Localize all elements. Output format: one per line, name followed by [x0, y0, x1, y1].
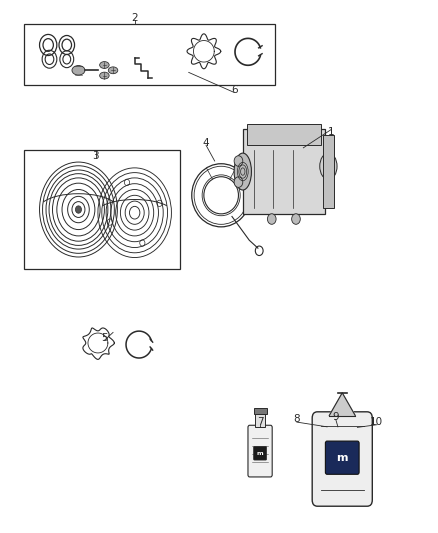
Text: 1: 1: [328, 127, 335, 137]
Ellipse shape: [100, 72, 109, 79]
Bar: [25, 24, 275, 85]
Text: m: m: [257, 451, 263, 456]
Text: 7: 7: [257, 417, 263, 427]
Text: m: m: [336, 453, 348, 463]
Text: 4: 4: [203, 138, 209, 148]
Ellipse shape: [108, 67, 118, 74]
FancyBboxPatch shape: [312, 412, 372, 506]
Ellipse shape: [234, 153, 251, 190]
Text: 5: 5: [101, 333, 108, 343]
Bar: [243, 130, 325, 214]
Ellipse shape: [72, 66, 85, 75]
Text: 8: 8: [293, 415, 300, 424]
FancyBboxPatch shape: [254, 446, 267, 460]
Bar: [254, 408, 267, 414]
FancyBboxPatch shape: [248, 425, 272, 477]
Text: 6: 6: [231, 85, 237, 95]
Ellipse shape: [100, 62, 109, 68]
Circle shape: [292, 214, 300, 224]
Bar: [255, 414, 265, 427]
Ellipse shape: [320, 153, 337, 180]
Circle shape: [75, 206, 81, 213]
Polygon shape: [329, 393, 355, 416]
Bar: [323, 135, 334, 208]
Text: 10: 10: [370, 417, 383, 427]
Bar: [247, 124, 321, 145]
Text: 3: 3: [92, 151, 99, 161]
Text: 2: 2: [131, 13, 138, 22]
Circle shape: [234, 177, 243, 188]
Bar: [25, 150, 180, 269]
Circle shape: [268, 214, 276, 224]
Text: 9: 9: [332, 412, 339, 422]
FancyBboxPatch shape: [325, 441, 359, 474]
Circle shape: [234, 156, 243, 166]
